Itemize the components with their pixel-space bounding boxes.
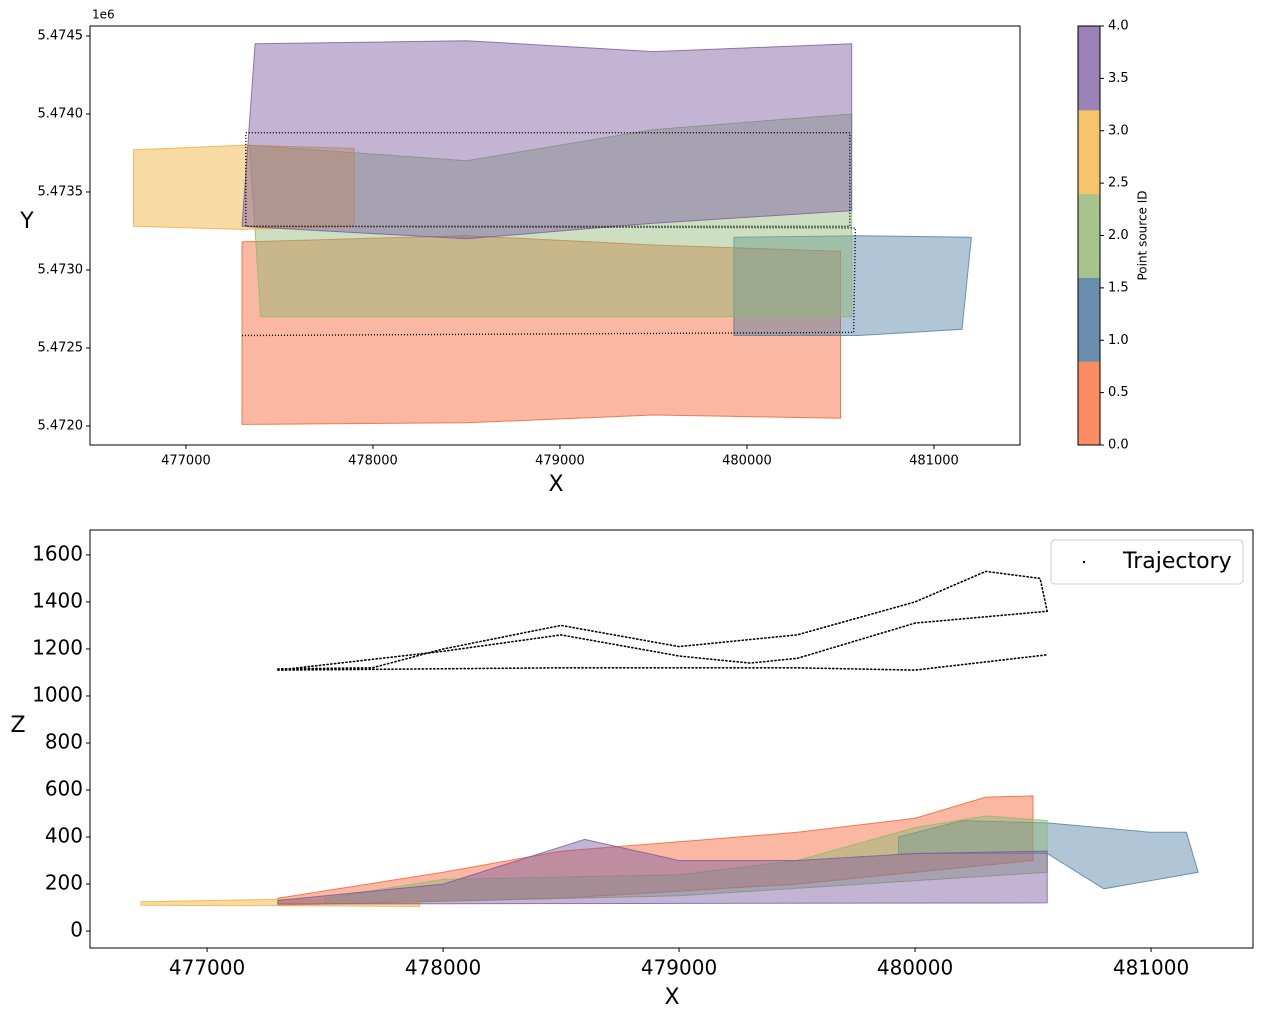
point-cloud xyxy=(898,820,1199,890)
colorbar-tick-label: 2.5 xyxy=(1108,176,1129,191)
legend-label: Trajectory xyxy=(1122,549,1232,574)
y-tick-label: 5.4720 xyxy=(38,418,84,433)
colorbar-segment xyxy=(1078,193,1100,278)
y-tick-label: 1400 xyxy=(32,588,83,612)
y-tick-label: 800 xyxy=(45,729,83,753)
y-axis-label: Z xyxy=(10,713,25,738)
x-tick-label: 477000 xyxy=(161,453,211,468)
colorbar-segment xyxy=(1078,26,1100,111)
y-tick-label: 5.4735 xyxy=(38,184,84,199)
trajectory xyxy=(277,570,1048,671)
point-cloud xyxy=(324,815,1048,905)
y-tick-label: 600 xyxy=(45,777,83,801)
colorbar-tick-label: 0.5 xyxy=(1108,385,1129,400)
colorbar-tick-label: 0.0 xyxy=(1108,438,1129,453)
colorbar-segment xyxy=(1078,361,1100,446)
point-cloud xyxy=(733,235,972,336)
point-cloud xyxy=(277,838,1048,905)
y-tick-label: 1200 xyxy=(32,635,83,659)
colorbar-segment xyxy=(1078,277,1100,362)
plot-frame xyxy=(89,25,1021,446)
colorbar-segment xyxy=(1078,109,1100,195)
x-axis-label: X xyxy=(664,985,679,1010)
x-tick-label: 481000 xyxy=(1113,956,1189,980)
x-tick-label: 479000 xyxy=(641,956,717,980)
colorbar-tick-label: 3.5 xyxy=(1108,71,1129,86)
x-tick-label: 480000 xyxy=(722,453,772,468)
y-tick-label: 1600 xyxy=(32,541,83,565)
y-tick-label: 1000 xyxy=(32,682,83,706)
colorbar-tick-label: 1.0 xyxy=(1108,333,1129,348)
legend-marker xyxy=(1082,560,1086,564)
x-tick-label: 478000 xyxy=(348,453,398,468)
x-tick-label: 481000 xyxy=(909,453,959,468)
y-tick-label: 400 xyxy=(45,824,83,848)
plot-frame xyxy=(89,529,1254,949)
y-tick-label: 5.4740 xyxy=(38,106,84,121)
colorbar-tick-label: 4.0 xyxy=(1108,19,1129,34)
y-tick-label: 5.4725 xyxy=(38,340,84,355)
colorbar-tick-label: 3.0 xyxy=(1108,123,1129,138)
colorbar-tick-label: 1.5 xyxy=(1108,280,1129,295)
y-tick-label: 5.4730 xyxy=(38,262,84,277)
y-tick-label: 5.4745 xyxy=(38,28,84,43)
colorbar-tick-label: 2.0 xyxy=(1108,228,1129,243)
x-tick-label: 479000 xyxy=(535,453,585,468)
point-cloud xyxy=(133,144,355,230)
x-tick-label: 477000 xyxy=(169,956,245,980)
colorbar-label: Point source ID xyxy=(1136,190,1150,280)
trajectory xyxy=(241,132,857,337)
x-tick-label: 480000 xyxy=(877,956,953,980)
point-cloud xyxy=(248,113,853,318)
point-cloud xyxy=(241,40,853,240)
legend-box xyxy=(1050,539,1244,585)
y-tick-label: 0 xyxy=(70,918,83,942)
point-cloud xyxy=(241,235,841,425)
x-tick-label: 478000 xyxy=(405,956,481,980)
y-axis-label: Y xyxy=(19,209,34,234)
x-axis-label: X xyxy=(548,472,563,497)
y-tick-label: 200 xyxy=(45,871,83,895)
offset-label: 1e6 xyxy=(92,8,115,22)
